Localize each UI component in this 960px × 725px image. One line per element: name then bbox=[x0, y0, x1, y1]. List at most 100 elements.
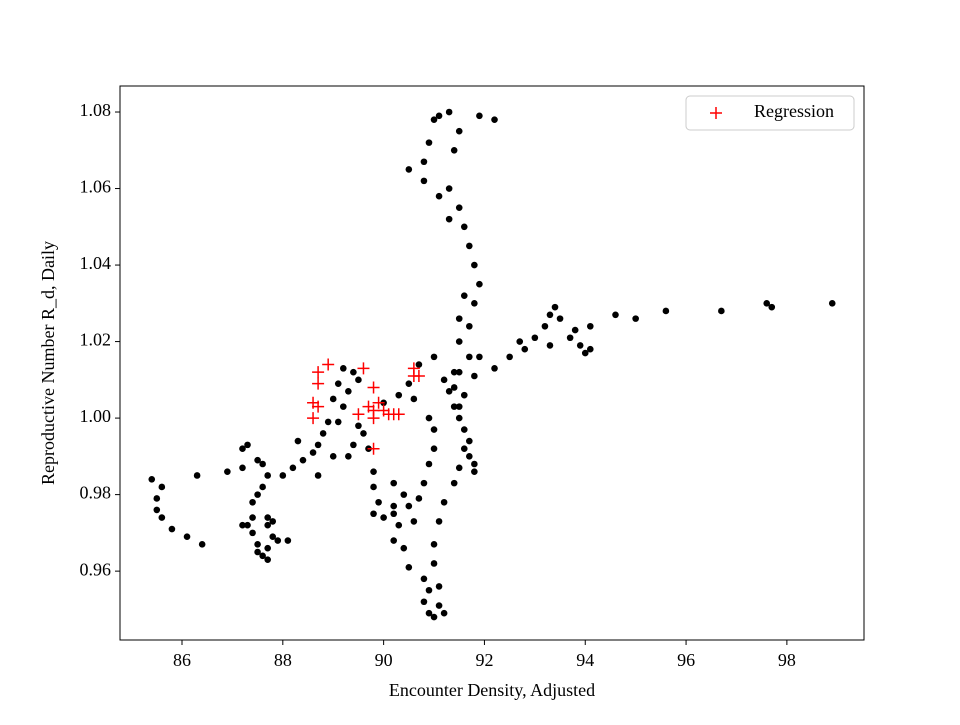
point bbox=[491, 116, 498, 123]
point bbox=[455, 204, 463, 211]
point bbox=[254, 456, 261, 464]
x-tick-label: 88 bbox=[274, 650, 292, 670]
point bbox=[410, 518, 418, 525]
y-tick-label: 1.00 bbox=[80, 406, 112, 426]
point bbox=[244, 521, 251, 529]
point bbox=[239, 445, 246, 453]
point bbox=[249, 498, 256, 506]
point bbox=[314, 441, 322, 449]
point bbox=[828, 300, 836, 307]
point bbox=[571, 326, 579, 334]
point bbox=[284, 537, 292, 544]
point bbox=[455, 403, 463, 410]
point bbox=[460, 426, 468, 433]
point bbox=[405, 564, 413, 571]
point bbox=[460, 223, 468, 231]
point bbox=[269, 518, 277, 525]
plus-marker bbox=[307, 412, 320, 425]
point bbox=[576, 342, 584, 349]
point bbox=[254, 541, 261, 548]
point bbox=[350, 368, 357, 376]
legend-label: Regression bbox=[754, 101, 834, 121]
point bbox=[158, 514, 166, 521]
point bbox=[289, 464, 297, 472]
point bbox=[586, 322, 594, 330]
point bbox=[455, 338, 463, 345]
point bbox=[309, 449, 317, 456]
point bbox=[476, 353, 483, 361]
point bbox=[324, 418, 332, 426]
point bbox=[546, 311, 554, 319]
point bbox=[546, 342, 554, 349]
point bbox=[360, 430, 367, 437]
point bbox=[435, 112, 443, 120]
point bbox=[314, 472, 322, 479]
point bbox=[460, 292, 468, 299]
plus-marker bbox=[322, 358, 335, 371]
point bbox=[334, 380, 342, 387]
point bbox=[254, 491, 261, 498]
plus-marker bbox=[312, 377, 325, 390]
point bbox=[516, 338, 524, 345]
x-axis-label: Encounter Density, Adjusted bbox=[389, 680, 595, 700]
point bbox=[198, 541, 206, 548]
point bbox=[612, 311, 619, 319]
point bbox=[183, 533, 191, 540]
point bbox=[455, 315, 463, 322]
point bbox=[264, 544, 271, 552]
point bbox=[450, 384, 458, 391]
point bbox=[224, 468, 231, 475]
y-tick-label: 1.04 bbox=[80, 253, 112, 273]
point bbox=[350, 441, 357, 449]
point bbox=[471, 468, 478, 475]
point bbox=[455, 368, 463, 376]
point bbox=[506, 353, 513, 361]
y-tick-label: 1.06 bbox=[80, 177, 112, 197]
point bbox=[390, 537, 398, 544]
plot-frame bbox=[119, 85, 865, 641]
point bbox=[264, 521, 271, 529]
point bbox=[455, 464, 463, 472]
point bbox=[430, 426, 438, 433]
point bbox=[319, 430, 327, 437]
point bbox=[440, 498, 448, 506]
point bbox=[264, 514, 271, 521]
point bbox=[581, 349, 589, 357]
point bbox=[430, 613, 438, 621]
point bbox=[471, 372, 478, 380]
point bbox=[425, 460, 433, 468]
point bbox=[375, 498, 382, 506]
point bbox=[471, 261, 478, 269]
point bbox=[440, 376, 448, 384]
point bbox=[521, 345, 529, 353]
point bbox=[415, 495, 423, 502]
legend-box bbox=[685, 95, 855, 131]
plus-marker bbox=[367, 381, 380, 394]
point bbox=[405, 166, 413, 173]
point bbox=[425, 414, 433, 422]
point bbox=[405, 502, 413, 510]
point bbox=[390, 502, 398, 510]
x-tick-label: 90 bbox=[375, 650, 393, 670]
legend: Regression bbox=[685, 95, 855, 131]
plus-marker bbox=[312, 400, 325, 413]
y-tick-label: 1.08 bbox=[80, 100, 112, 120]
point bbox=[420, 158, 428, 166]
point bbox=[370, 483, 377, 491]
point bbox=[430, 445, 438, 453]
point bbox=[435, 602, 443, 609]
point bbox=[370, 510, 377, 518]
point bbox=[491, 365, 498, 372]
point bbox=[340, 403, 347, 410]
point bbox=[466, 353, 473, 361]
point bbox=[345, 388, 352, 395]
point bbox=[239, 521, 246, 529]
point bbox=[410, 395, 418, 403]
point bbox=[420, 575, 428, 583]
point bbox=[370, 468, 377, 475]
point bbox=[425, 139, 433, 146]
point bbox=[193, 472, 201, 479]
point bbox=[329, 453, 337, 460]
plus-marker bbox=[392, 408, 405, 421]
point bbox=[259, 460, 266, 468]
